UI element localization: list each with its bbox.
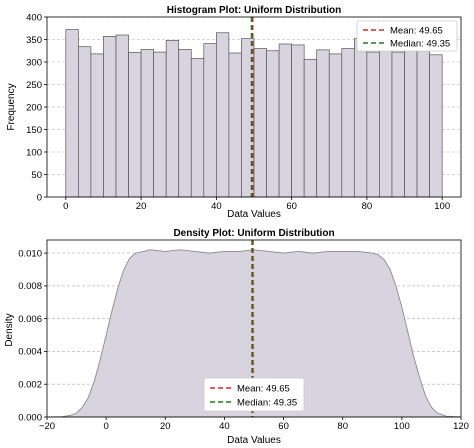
density-x-tick-label: −20	[39, 421, 55, 432]
density-x-tick-label: 100	[394, 421, 410, 432]
histogram-bar	[266, 50, 280, 198]
histogram-bar	[278, 43, 292, 198]
histogram-bar	[203, 43, 217, 198]
histogram-y-tick-label: 100	[26, 147, 42, 158]
histogram-x-ticks: 0 20 40 60 80 100	[63, 197, 450, 212]
density-title: Density Plot: Uniform Distribution	[173, 228, 334, 239]
histogram-y-tick-label: 0	[37, 192, 42, 203]
density-x-tick-label: 60	[278, 421, 289, 432]
histogram-bar	[128, 52, 142, 198]
histogram-bar	[153, 51, 167, 198]
density-y-tick-label: 0.000	[18, 412, 42, 423]
histogram-bar	[228, 52, 242, 198]
histogram-title: Histogram Plot: Uniform Distribution	[167, 5, 341, 16]
histogram-bar	[379, 48, 393, 198]
histogram-bar	[103, 35, 117, 198]
histogram-y-tick-label: 150	[26, 125, 42, 136]
histogram-x-tick-label: 0	[63, 201, 68, 212]
histogram-bar	[341, 48, 355, 198]
histogram-bar	[429, 54, 443, 198]
density-legend-median-label: Median: 49.35	[237, 398, 297, 409]
histogram-y-axis-label: Frequency	[6, 83, 17, 130]
histogram-bar	[291, 44, 305, 198]
histogram-bar	[115, 34, 129, 198]
density-y-tick-label: 0.008	[18, 281, 42, 292]
histogram-x-tick-label: 100	[434, 201, 450, 212]
density-x-ticks: −20 0 20 40 60 80 100 120	[39, 417, 469, 432]
density-y-tick-label: 0.010	[18, 248, 42, 259]
histogram-bar	[253, 48, 267, 198]
density-y-ticks: 0.000 0.002 0.004 0.006 0.008 0.010	[18, 248, 47, 423]
density-chart: Density Plot: Uniform Distribution −20 0 2…	[4, 228, 469, 446]
histogram-bar	[353, 38, 368, 198]
histogram-x-tick-label: 20	[136, 201, 147, 212]
density-y-tick-label: 0.004	[18, 347, 42, 358]
histogram-legend-median-label: Median: 49.35	[390, 39, 450, 50]
histogram-bar	[190, 58, 205, 198]
histogram-y-tick-label: 50	[31, 170, 42, 181]
histogram-bar	[316, 49, 330, 198]
histogram-x-axis-label: Data Values	[227, 209, 281, 220]
histogram-chart: Histogram Plot: Uniform Distribution 0 20…	[6, 5, 462, 220]
histogram-bar	[165, 40, 180, 198]
density-y-tick-label: 0.002	[18, 380, 42, 391]
histogram-y-tick-label: 350	[26, 35, 42, 46]
density-legend: Mean: 49.65 Median: 49.35	[203, 377, 305, 412]
density-y-tick-label: 0.006	[18, 314, 42, 325]
density-x-tick-label: 120	[453, 421, 469, 432]
density-x-tick-label: 40	[219, 421, 230, 432]
histogram-x-tick-label: 40	[211, 201, 222, 212]
density-x-tick-label: 80	[337, 421, 348, 432]
histogram-bars	[65, 29, 443, 198]
histogram-legend: Mean: 49.65 Median: 49.35	[356, 20, 458, 52]
density-x-tick-label: 20	[160, 421, 171, 432]
density-legend-mean-label: Mean: 49.65	[237, 384, 290, 395]
histogram-bar	[65, 29, 79, 198]
histogram-bar	[391, 51, 405, 198]
histogram-bar	[404, 43, 418, 198]
histogram-bar	[215, 32, 230, 198]
histogram-y-ticks: 0 50 100 150 200 250 300 350 400	[26, 12, 47, 203]
density-area	[46, 249, 462, 418]
histogram-y-tick-label: 400	[26, 12, 42, 23]
histogram-bar	[303, 58, 318, 198]
histogram-bar	[178, 49, 192, 198]
histogram-bar	[366, 51, 380, 198]
density-y-axis-label: Density	[4, 313, 15, 346]
histogram-y-tick-label: 250	[26, 80, 42, 91]
histogram-bar	[78, 46, 92, 198]
histogram-x-tick-label: 80	[362, 201, 373, 212]
histogram-bar	[328, 53, 343, 198]
density-plot-frame	[46, 239, 462, 418]
density-x-axis-label: Data Values	[227, 435, 281, 446]
histogram-legend-mean-label: Mean: 49.65	[390, 26, 443, 37]
histogram-bar	[416, 50, 430, 198]
histogram-x-tick-label: 60	[286, 201, 297, 212]
histogram-stat-lines	[250, 17, 254, 197]
histogram-y-tick-label: 200	[26, 102, 42, 113]
histogram-y-tick-label: 300	[26, 57, 42, 68]
histogram-bar	[90, 53, 104, 198]
histogram-bar	[140, 49, 154, 198]
density-x-tick-label: 0	[103, 421, 108, 432]
